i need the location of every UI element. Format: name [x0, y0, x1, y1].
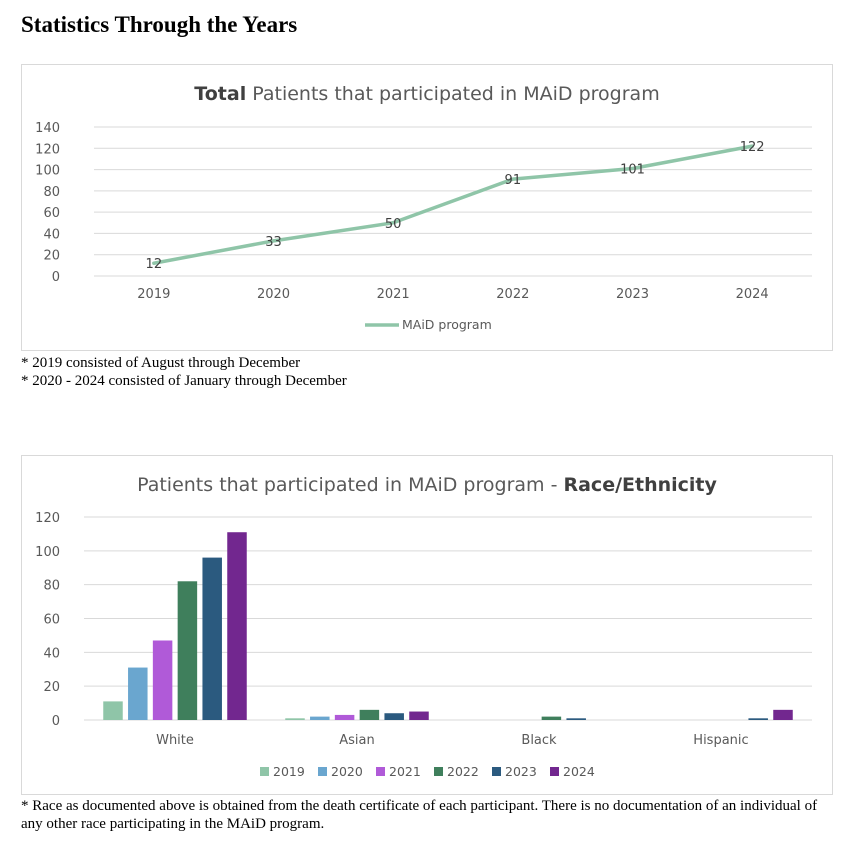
line-chart-y-tick-label: 0: [52, 270, 60, 285]
bar-chart-legend-label: 2022: [447, 764, 479, 779]
bar-chart-legend-swatch: [434, 767, 443, 776]
bar-chart-legend-swatch: [550, 767, 559, 776]
bar-chart-y-tick-label: 120: [35, 511, 60, 526]
note-2020-2024-period: * 2020 - 2024 consisted of January throu…: [21, 373, 347, 389]
bar-hispanic-2023: [748, 718, 768, 720]
bar-chart-legend-swatch: [318, 767, 327, 776]
bar-chart-title-rest: Patients that participated in MAiD progr…: [137, 474, 557, 496]
bar-chart-y-tick-label: 100: [35, 545, 60, 560]
bar-chart-title: Patients that participated in MAiD progr…: [137, 474, 717, 496]
line-chart-x-tick-label: 2023: [616, 287, 649, 302]
line-chart-y-tick-label: 40: [43, 227, 60, 242]
bar-chart-x-tick-label: Black: [521, 733, 557, 748]
line-chart-data-label: 50: [385, 217, 402, 232]
note-2019-period: * 2019 consisted of August through Decem…: [21, 355, 301, 371]
bar-white-2023: [202, 557, 222, 720]
bar-chart-legend-label: 2020: [331, 764, 363, 779]
bar-chart-y-tick-label: 60: [43, 613, 60, 628]
total-patients-line-chart-svg: Total Patients that participated in MAiD…: [35, 83, 812, 332]
bar-chart-title-bold: Race/Ethnicity: [563, 474, 717, 496]
bar-asian-2022: [359, 709, 380, 720]
bar-chart-y-tick-label: 80: [43, 579, 60, 594]
line-chart-series-line: [152, 144, 754, 265]
line-chart-data-label: 12: [146, 257, 163, 272]
line-chart-data-label: 91: [505, 173, 522, 188]
bar-chart-legend-label: 2021: [389, 764, 421, 779]
line-chart-y-tick-label: 120: [35, 142, 60, 157]
bar-chart-x-tick-label: White: [156, 733, 194, 748]
line-chart-title: Total Patients that participated in MAiD…: [194, 83, 659, 105]
line-chart-title-bold: Total: [194, 83, 246, 105]
bar-chart-y-tick-label: 20: [43, 680, 60, 695]
line-chart-x-tick-label: 2020: [257, 287, 290, 302]
bar-asian-2024: [409, 711, 429, 720]
line-chart-data-label: 101: [620, 163, 645, 178]
line-chart-data-label: 33: [265, 235, 282, 250]
bar-asian-2020: [310, 716, 330, 720]
total-patients-chart: Total Patients that participated in MAiD…: [21, 64, 833, 351]
bar-asian-2019: [285, 718, 305, 720]
bar-white-2019: [103, 701, 123, 720]
bar-white-2021: [152, 640, 173, 720]
page-title: Statistics Through the Years: [21, 12, 298, 37]
line-chart-y-tick-label: 20: [43, 249, 60, 264]
bar-chart-legend-swatch: [492, 767, 501, 776]
line-chart-data-label: 122: [740, 140, 765, 155]
race-ethnicity-bar-chart-svg: Patients that participated in MAiD progr…: [35, 474, 812, 779]
bar-chart-x-tick-label: Asian: [339, 733, 374, 748]
line-chart-x-tick-label: 2024: [736, 287, 769, 302]
line-chart-title-rest: Patients that participated in MAiD progr…: [252, 83, 659, 105]
line-chart-y-tick-label: 100: [35, 164, 60, 179]
bar-chart-x-tick-label: Hispanic: [693, 733, 748, 748]
line-chart-legend-label: MAiD program: [402, 317, 492, 332]
bar-black-2022: [541, 716, 562, 720]
bar-hispanic-2024: [773, 709, 793, 720]
bar-asian-2023: [384, 713, 404, 720]
bar-asian-2021: [334, 714, 355, 720]
bar-chart-y-tick-label: 40: [43, 646, 60, 661]
bar-black-2023: [566, 718, 586, 720]
line-chart-x-tick-label: 2019: [137, 287, 170, 302]
line-chart-y-tick-label: 140: [35, 121, 60, 136]
bar-chart-legend-swatch: [260, 767, 269, 776]
line-chart-y-tick-label: 60: [43, 206, 60, 221]
bar-chart-y-tick-label: 0: [52, 714, 60, 729]
line-chart-y-tick-label: 80: [43, 185, 60, 200]
bar-chart-legend-label: 2023: [505, 764, 537, 779]
note-race-source: * Race as documented above is obtained f…: [21, 798, 818, 832]
bar-chart-legend-label: 2019: [273, 764, 305, 779]
bar-white-2020: [128, 667, 148, 720]
bar-chart-legend-label: 2024: [563, 764, 595, 779]
bar-chart-legend-swatch: [376, 767, 385, 776]
bar-white-2022: [177, 581, 198, 720]
bar-white-2024: [227, 532, 247, 720]
line-chart-x-tick-label: 2021: [377, 287, 410, 302]
line-chart-x-tick-label: 2022: [496, 287, 529, 302]
race-ethnicity-chart: Patients that participated in MAiD progr…: [21, 455, 833, 795]
